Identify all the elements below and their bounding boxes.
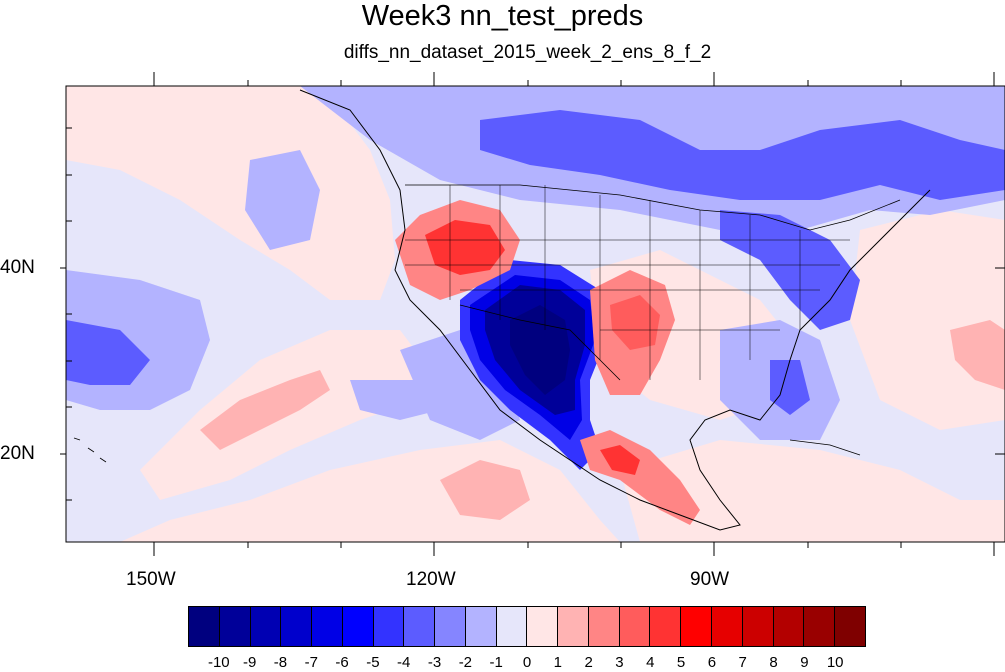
colorbar-cell: [189, 607, 220, 646]
colorbar-cell: [373, 607, 405, 646]
anomaly-region-pos2-central-pacific: [200, 370, 330, 450]
colorbar-tick-label: -6: [335, 654, 349, 671]
colorbar: [188, 606, 866, 647]
colorbar-cell: [496, 607, 528, 646]
colorbar-cell: [219, 607, 251, 646]
anomaly-region-neg2-east-pacific: [350, 380, 440, 420]
colorbar-cell: [773, 607, 805, 646]
colorbar-cell: [312, 607, 343, 646]
colorbar-tick-label: 10: [826, 654, 844, 671]
colorbar-cell: [281, 607, 313, 646]
colorbar-cell: [465, 607, 497, 646]
anomaly-region-pos6-northwest-core: [425, 220, 505, 275]
colorbar-cell: [681, 607, 713, 646]
colorbar-cell: [527, 607, 559, 646]
coastline-hawaii: [73, 437, 107, 463]
anomaly-region-pos2-east-atlantic: [950, 320, 1005, 390]
colorbar-tick-label: -10: [207, 654, 230, 671]
x-tick-label-90w: 90W: [690, 569, 730, 590]
colorbar-cell: [619, 607, 651, 646]
map-field: [66, 86, 1005, 542]
colorbar-tick-label: 0: [522, 654, 532, 671]
colorbar-cell: [742, 607, 774, 646]
colorbar-cell: [835, 607, 865, 646]
anomaly-region-neg10-southwest-peak: [510, 305, 570, 395]
colorbar-tick-label: -4: [397, 654, 411, 671]
anomaly-region-neg3-west-pacific: [66, 320, 150, 385]
colorbar-tick-label: 4: [646, 654, 655, 671]
colorbar-tick-label: 6: [707, 654, 717, 671]
plot-title: Week3 nn_test_preds: [361, 0, 644, 32]
colorbar-cell: [250, 607, 282, 646]
colorbar-tick-label: -2: [458, 654, 473, 671]
anomaly-region-pos1-caribbean: [620, 440, 1005, 542]
colorbar-tick-label: -8: [273, 654, 288, 671]
colorbar-cell: [804, 607, 836, 646]
axis-ticks: [60, 72, 1005, 556]
colorbar-tick-label: 7: [738, 654, 747, 671]
state-boundaries: [405, 185, 850, 380]
minor-ticks: [66, 80, 902, 548]
x-tick-label-150w: 150W: [126, 569, 176, 590]
border-us-canada: [405, 184, 901, 231]
colorbar-cell: [650, 607, 682, 646]
colorbar-tick-label: 5: [676, 654, 686, 671]
x-tick-label-120w: 120W: [406, 569, 456, 590]
colorbar-tick-label: 1: [553, 654, 562, 671]
colorbar-tick-label: -3: [427, 654, 442, 671]
colorbar-cell: [435, 607, 466, 646]
colorbar-tick-label: 2: [584, 654, 593, 671]
colorbar-cell: [342, 607, 374, 646]
colorbar-tick-label: 3: [615, 654, 624, 671]
coastline-cuba: [789, 439, 861, 456]
y-tick-label-20n: 20N: [0, 443, 35, 464]
plot-subtitle: diffs_nn_dataset_2015_week_2_ens_8_f_2: [343, 42, 712, 63]
y-tick-label-40n: 40N: [0, 257, 35, 278]
colorbar-cell: [404, 607, 436, 646]
colorbar-tick-label: -9: [242, 654, 257, 671]
colorbar-tick-label: 9: [800, 654, 809, 671]
anomaly-region-pos1-atlantic: [850, 210, 1005, 430]
colorbar-tick-label: -5: [366, 654, 380, 671]
anomaly-region-neg2-pacific-blob: [245, 150, 320, 250]
colorbar-cell: [712, 607, 743, 646]
colorbar-tick-label: -7: [304, 654, 318, 671]
anomaly-region-neg3-florida: [770, 360, 810, 415]
anomaly-region-pos6-mexico-core: [600, 445, 640, 475]
anomaly-map: [60, 72, 1005, 556]
anomaly-region-pos1-north-pacific: [66, 86, 395, 300]
anomaly-region-pos5-southern-plains-core: [610, 295, 660, 350]
anomaly-region-pos2-tropical-pacific: [440, 460, 530, 520]
colorbar-cell: [558, 607, 589, 646]
colorbar-cell: [588, 607, 620, 646]
anomaly-region-neg3-canada: [480, 110, 1005, 200]
colorbar-tick-label: -1: [489, 654, 503, 671]
colorbar-tick-label: 8: [769, 654, 778, 671]
